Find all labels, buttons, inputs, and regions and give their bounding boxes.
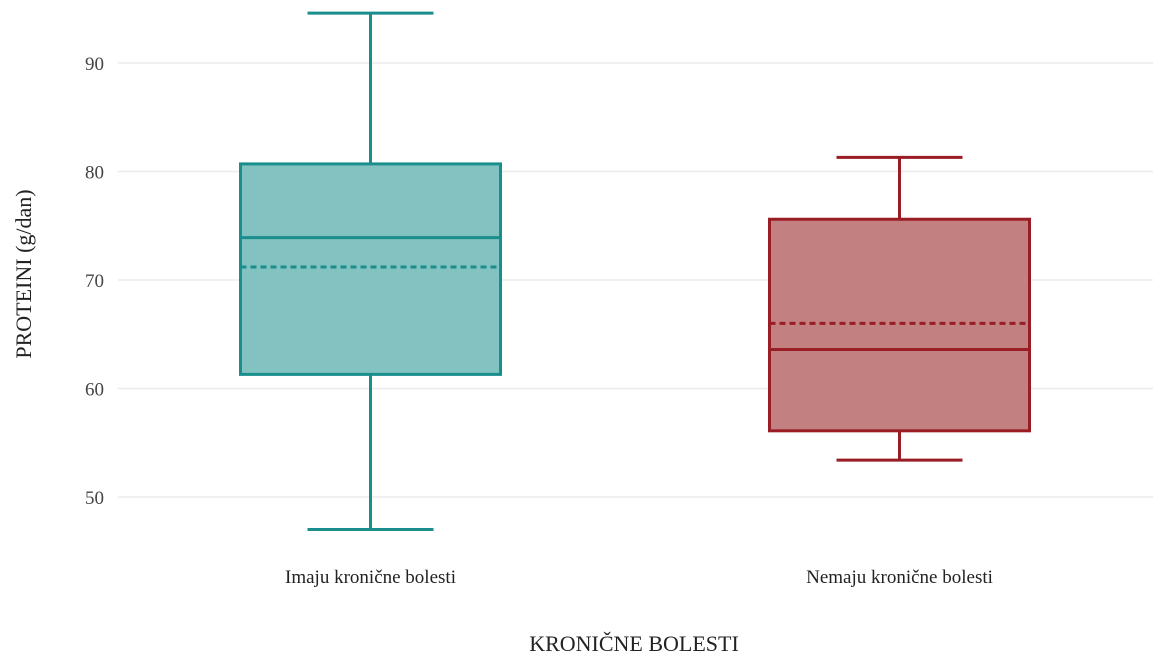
- y-tick-label: 80: [85, 163, 104, 184]
- x-category-label: Nemaju kronične bolesti: [806, 567, 993, 588]
- x-axis-categories: Imaju kronične bolesti Nemaju kronične bo…: [285, 567, 993, 588]
- y-tick-label: 90: [85, 54, 104, 75]
- y-axis-ticks: 50 60 70 80 90: [85, 54, 104, 509]
- box-series: [239, 11, 502, 532]
- iqr-box: [768, 217, 1031, 433]
- y-tick-label: 50: [85, 488, 104, 509]
- x-axis-title: KRONIČNE BOLESTI: [529, 631, 739, 656]
- y-axis-title: PROTEINI (g/dan): [11, 189, 36, 358]
- y-tick-label: 60: [85, 380, 104, 401]
- iqr-box: [239, 162, 502, 376]
- x-category-label: Imaju kronične bolesti: [285, 567, 456, 588]
- box-series: [768, 155, 1031, 462]
- boxes: [239, 11, 1031, 532]
- y-tick-label: 70: [85, 271, 104, 292]
